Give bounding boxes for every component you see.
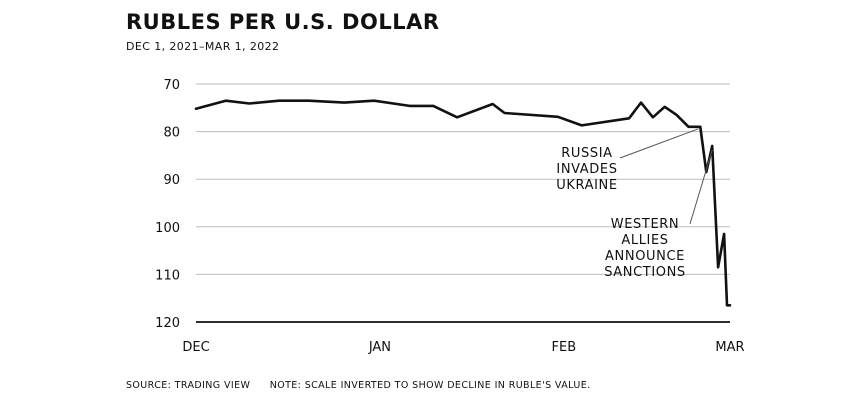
source-note: SOURCE: TRADING VIEW: [126, 380, 251, 391]
scale-note: NOTE: SCALE INVERTED TO SHOW DECLINE IN …: [269, 380, 591, 391]
y-tick-label: 100: [155, 221, 180, 236]
x-tick-label: MAR: [715, 340, 744, 355]
chart-subtitle: DEC 1, 2021–MAR 1, 2022: [126, 40, 280, 53]
annotation-invasion-text: INVADES: [556, 162, 617, 177]
x-tick-label: FEB: [552, 340, 577, 355]
annotation-invasion-leader: [619, 128, 699, 159]
ruble-rate-line: [194, 99, 732, 307]
annotation-sanctions-leader: [689, 149, 713, 225]
series-layer: [194, 99, 732, 307]
y-tick-label: 110: [155, 268, 180, 283]
chart-footer: SOURCE: TRADING VIEW NOTE: SCALE INVERTE…: [126, 380, 591, 391]
x-tick-label: JAN: [368, 340, 391, 355]
annotation-invasion-text: UKRAINE: [556, 178, 617, 193]
x-tick-label: DEC: [182, 340, 209, 355]
chart-title: RUBLES PER U.S. DOLLAR: [126, 10, 440, 34]
y-tick-label: 120: [155, 316, 180, 331]
annotation-sanctions-text: WESTERN: [611, 217, 679, 232]
annotation-sanctions-text: ALLIES: [621, 233, 668, 248]
y-tick-label: 70: [163, 78, 180, 93]
y-tick-label: 90: [163, 173, 180, 188]
y-tick-label: 80: [163, 126, 180, 141]
gridlines: [196, 83, 730, 323]
annotation-sanctions-text: ANNOUNCE: [605, 249, 685, 264]
annotation-invasion-text: RUSSIA: [561, 146, 612, 161]
annotation-sanctions-text: SANCTIONS: [604, 265, 686, 280]
